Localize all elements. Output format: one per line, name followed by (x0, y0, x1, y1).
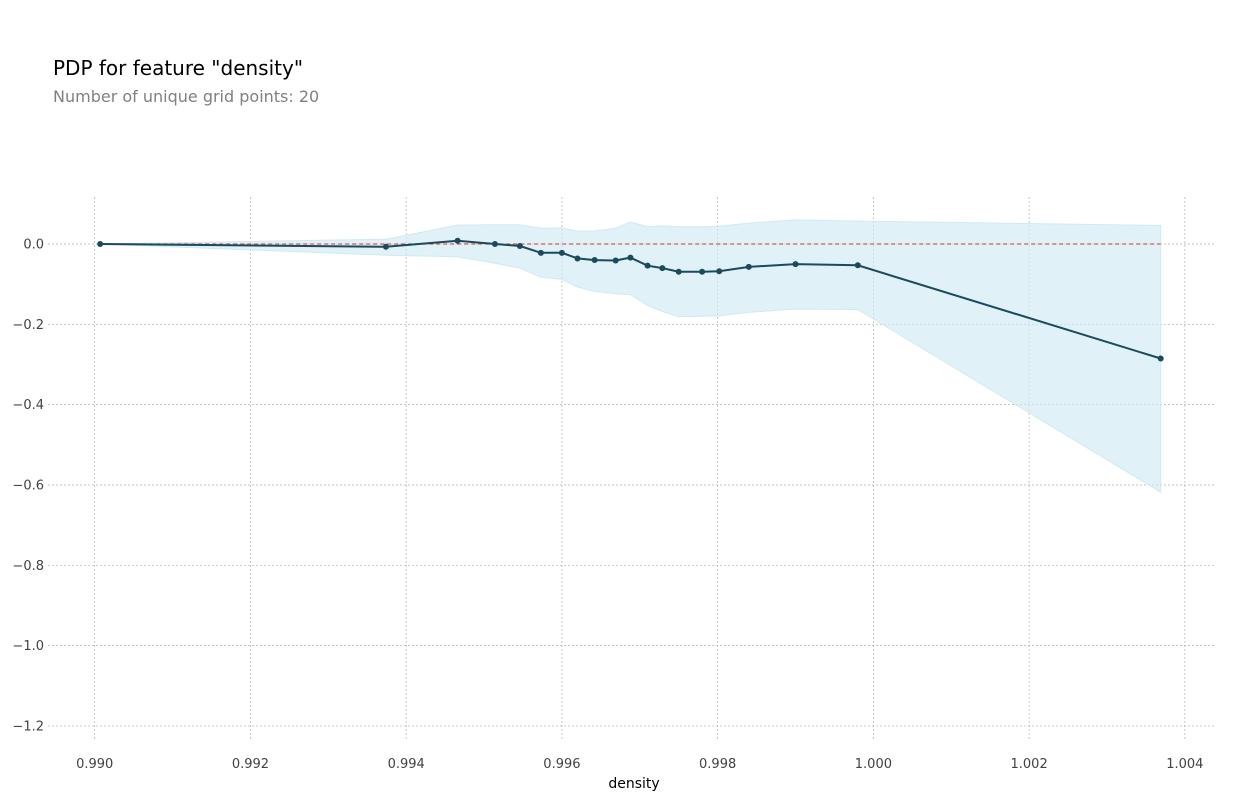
x-tick-label: 1.002 (1011, 757, 1048, 772)
x-tick-label: 0.998 (699, 757, 736, 772)
y-tick-label: 0.0 (23, 237, 44, 252)
x-axis-label: density (608, 776, 659, 792)
pdp-point (612, 257, 619, 264)
pdp-line (100, 239, 1161, 360)
pdp-point (792, 261, 799, 268)
y-tick-label: −0.2 (12, 318, 44, 333)
confidence-band (100, 219, 1162, 494)
x-tick-labels: 0.990 0.992 0.994 0.996 0.998 1.000 1.002 1.004 (76, 757, 1203, 772)
pdp-point (1157, 355, 1164, 362)
pdp-point (675, 268, 682, 275)
pdp-point (659, 265, 666, 272)
pdp-points-layer (97, 237, 1164, 362)
pdp-point (97, 240, 104, 247)
y-tick-label: −0.8 (12, 559, 44, 574)
confidence-band-layer (100, 219, 1162, 494)
x-tick-label: 1.004 (1166, 757, 1203, 772)
pdp-point (699, 268, 706, 275)
pdp-point (382, 243, 389, 250)
y-tick-labels: 0.0 −0.2 −0.4 −0.6 −0.8 −1.0 −1.2 (12, 237, 44, 734)
x-tick-label: 0.990 (76, 757, 113, 772)
pdp-line-layer (100, 239, 1161, 360)
x-tick-label: 0.994 (388, 757, 425, 772)
x-tick-label: 0.992 (232, 757, 269, 772)
chart-title: PDP for feature "density" (53, 56, 304, 80)
pdp-point (537, 249, 544, 256)
x-tick-label: 0.996 (543, 757, 580, 772)
y-tick-label: −1.2 (12, 719, 44, 734)
pdp-point (644, 262, 651, 269)
pdp-point (591, 257, 598, 264)
pdp-point (745, 263, 752, 270)
pdp-point (854, 262, 861, 269)
pdp-point (491, 240, 498, 247)
y-tick-label: −0.6 (12, 478, 44, 493)
pdp-point (454, 237, 461, 244)
y-tick-label: −1.0 (12, 639, 44, 654)
pdp-point (516, 242, 523, 249)
x-tick-label: 1.000 (855, 757, 892, 772)
y-tick-label: −0.4 (12, 398, 44, 413)
pdp-point (574, 255, 581, 262)
pdp-point (558, 249, 565, 256)
pdp-point (627, 254, 634, 261)
chart-subtitle: Number of unique grid points: 20 (53, 87, 320, 106)
pdp-point (716, 268, 723, 275)
